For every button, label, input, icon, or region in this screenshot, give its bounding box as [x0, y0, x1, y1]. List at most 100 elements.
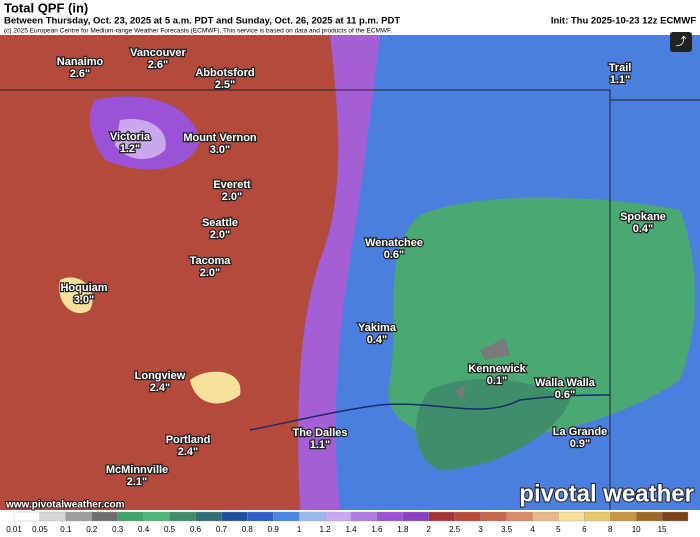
city-name: Victoria — [110, 131, 151, 143]
legend-swatch — [661, 511, 689, 522]
subtitle: Between Thursday, Oct. 23, 2025 at 5 a.m… — [4, 16, 400, 27]
city-value: 1.1" — [610, 74, 631, 86]
legend-swatch — [65, 511, 92, 522]
city-name: Walla Walla — [535, 377, 596, 389]
title: Total QPF (in) — [4, 0, 88, 15]
logo: pivotal weather — [519, 480, 694, 507]
city-name: Yakima — [358, 322, 397, 334]
city-name: Everett — [213, 179, 251, 191]
city-value: 2.6" — [148, 59, 169, 71]
legend-swatch — [324, 511, 352, 522]
legend-label: 4 — [530, 525, 535, 534]
city-value: 2.1" — [127, 476, 148, 488]
city-name: Portland — [166, 434, 211, 446]
city-name: Kennewick — [468, 363, 526, 375]
city-value: 0.4" — [633, 223, 654, 235]
legend-label: 1 — [297, 525, 302, 534]
legend-label: 0.05 — [32, 525, 48, 534]
legend-swatch — [247, 511, 274, 522]
legend-label: 0.3 — [112, 525, 124, 534]
legend-swatch — [39, 511, 66, 522]
legend-swatch — [195, 511, 222, 522]
city-name: Seattle — [202, 217, 238, 229]
city-name: Longview — [135, 370, 186, 382]
legend-label: 0.2 — [86, 525, 98, 534]
city-name: Trail — [609, 62, 632, 74]
legend-label: 0.6 — [190, 525, 202, 534]
legend-swatch — [506, 511, 533, 522]
legend-label: 0.4 — [138, 525, 150, 534]
legend-label: 0.7 — [216, 525, 228, 534]
legend-label: 15 — [658, 525, 667, 534]
map: ⤴ — [0, 32, 700, 510]
city-name: The Dalles — [292, 427, 347, 439]
legend-label: 0.1 — [60, 525, 72, 534]
city-value: 1.2" — [120, 143, 141, 155]
city-value: 3.0" — [210, 144, 231, 156]
legend-swatch — [299, 511, 326, 522]
city-value: 2.4" — [150, 382, 171, 394]
city-value: 2.4" — [178, 446, 199, 458]
legend-swatch — [376, 511, 403, 522]
website: www.pivotalweather.com — [5, 500, 125, 511]
legend-swatch — [143, 511, 170, 522]
legend-swatch — [402, 511, 429, 522]
legend-label: 2.5 — [449, 525, 461, 534]
city-value: 0.6" — [384, 249, 405, 261]
city-name: Vancouver — [130, 47, 186, 59]
legend-label: 5 — [556, 525, 561, 534]
legend-swatch — [532, 511, 559, 522]
share-icon[interactable]: ⤴ — [676, 34, 687, 48]
legend-swatch — [558, 511, 585, 522]
city-name: Tacoma — [190, 255, 232, 267]
legend-label: 3 — [478, 525, 483, 534]
city-value: 1.1" — [310, 439, 331, 451]
legend-swatch — [610, 511, 637, 522]
city-name: Wenatchee — [365, 237, 423, 249]
legend-swatch — [584, 511, 611, 522]
legend-label: 2 — [427, 525, 432, 534]
city-name: Abbotsford — [195, 67, 254, 79]
city-value: 0.9" — [570, 438, 591, 450]
legend-swatch — [454, 511, 481, 522]
city-value: 0.4" — [367, 334, 388, 346]
legend-label: 10 — [632, 525, 641, 534]
legend-label: 6 — [582, 525, 587, 534]
legend-swatch — [480, 511, 507, 522]
legend-label: 0.9 — [268, 525, 280, 534]
legend-swatch — [117, 511, 144, 522]
legend-label: 0.01 — [6, 525, 22, 534]
city-value: 3.0" — [74, 294, 95, 306]
share-button[interactable] — [670, 32, 692, 52]
city-name: Spokane — [620, 211, 666, 223]
city-value: 2.0" — [200, 267, 221, 279]
legend-swatch — [273, 511, 300, 522]
legend-swatch — [428, 511, 455, 522]
legend-swatch — [221, 511, 248, 522]
legend-label: 0.5 — [164, 525, 176, 534]
city-value: 2.6" — [70, 68, 91, 80]
legend-swatch — [13, 511, 41, 522]
legend-swatch — [91, 511, 118, 522]
city-name: Mount Vernon — [183, 132, 257, 144]
legend-swatch — [169, 511, 196, 522]
city-name: McMinnville — [106, 464, 168, 476]
legend-label: 1.4 — [345, 525, 357, 534]
city-name: La Grande — [553, 426, 607, 438]
city-value: 2.5" — [215, 79, 236, 91]
legend-label: 3.5 — [501, 525, 513, 534]
legend-swatch — [636, 511, 663, 522]
legend-label: 0.8 — [242, 525, 254, 534]
legend-label: 1.8 — [397, 525, 409, 534]
legend-label: 1.6 — [371, 525, 383, 534]
legend-label: 8 — [608, 525, 613, 534]
legend-label: 1.2 — [320, 525, 332, 534]
init-time: Init: Thu 2025-10-23 12z ECMWF — [551, 16, 696, 27]
city-value: 0.6" — [555, 389, 576, 401]
city-value: 2.0" — [222, 191, 243, 203]
legend-swatch — [350, 511, 378, 522]
city-value: 0.1" — [487, 375, 508, 387]
city-value: 2.0" — [210, 229, 231, 241]
city-name: Nanaimo — [57, 56, 104, 68]
